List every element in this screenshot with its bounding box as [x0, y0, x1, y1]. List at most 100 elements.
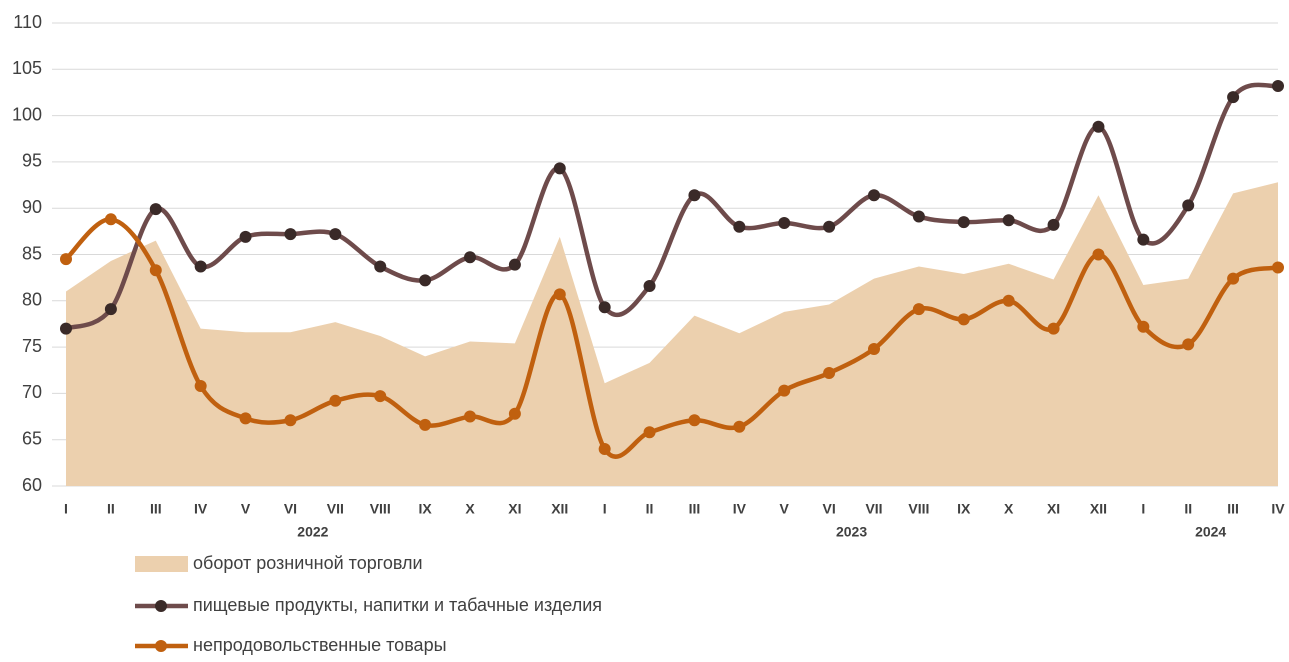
x-tick-label: IX [418, 501, 432, 517]
marker [374, 390, 387, 403]
marker [1227, 272, 1240, 285]
x-tick-label: I [603, 501, 607, 517]
x-tick-label: VII [865, 501, 882, 517]
legend-marker [155, 640, 167, 652]
marker [778, 384, 791, 397]
year-label: 2024 [1195, 524, 1226, 540]
marker [823, 220, 836, 233]
x-tick-label: III [1227, 501, 1239, 517]
marker [957, 216, 970, 229]
marker [374, 260, 387, 273]
y-tick-label: 95 [22, 151, 42, 171]
marker [1137, 320, 1150, 333]
y-tick-label: 65 [22, 428, 42, 448]
y-tick-label: 90 [22, 197, 42, 217]
legend-label: пищевые продукты, напитки и табачные изд… [193, 595, 602, 615]
marker [508, 407, 521, 420]
y-tick-label: 85 [22, 243, 42, 263]
line [65, 82, 1279, 331]
marker [1047, 218, 1060, 231]
x-tick-label: IX [957, 501, 971, 517]
marker [912, 303, 925, 316]
marker [1002, 294, 1015, 307]
marker [329, 228, 342, 241]
marker [464, 410, 476, 423]
marker [104, 213, 117, 226]
legend-label: непродовольственные товары [193, 635, 447, 655]
marker [284, 228, 297, 241]
marker [60, 322, 72, 335]
marker [1092, 120, 1105, 133]
legend-label: оборот розничной торговли [193, 553, 423, 573]
marker [598, 301, 611, 314]
marker [149, 203, 162, 216]
marker [508, 258, 521, 271]
marker [419, 274, 432, 287]
marker [419, 418, 432, 431]
x-tick-label: XII [1090, 501, 1107, 517]
marker [823, 367, 836, 380]
marker [643, 426, 656, 439]
marker [1047, 322, 1060, 335]
legend-swatch [135, 556, 188, 572]
marker [912, 210, 925, 223]
marker [149, 264, 162, 277]
y-tick-label: 75 [22, 336, 42, 356]
y-tick-label: 70 [22, 382, 42, 402]
marker [643, 279, 656, 292]
marker [688, 189, 701, 202]
x-tick-label: I [1141, 501, 1145, 517]
legend-marker [155, 600, 167, 612]
x-tick-label: XII [551, 501, 568, 517]
x-tick-label: VII [327, 501, 344, 517]
marker [1272, 79, 1284, 92]
x-tick-label: V [241, 501, 251, 517]
marker [733, 220, 746, 233]
x-tick-label: VI [284, 501, 297, 517]
x-tick-label: III [689, 501, 701, 517]
x-tick-label: III [150, 501, 162, 517]
marker [329, 394, 342, 407]
marker [598, 442, 611, 455]
marker [284, 414, 297, 427]
x-tick-label: IV [733, 501, 747, 517]
year-label: 2023 [836, 524, 867, 540]
y-tick-label: 60 [22, 475, 42, 495]
marker [868, 189, 880, 202]
x-tick-label: X [465, 501, 475, 517]
x-tick-label: VI [822, 501, 835, 517]
y-tick-label: 80 [22, 290, 42, 310]
marker [957, 313, 970, 326]
marker [1092, 248, 1105, 261]
area [66, 182, 1278, 486]
marker [733, 420, 746, 433]
x-tick-label: II [1184, 501, 1192, 517]
x-tick-label: IV [194, 501, 208, 517]
marker [194, 379, 207, 392]
marker [553, 288, 566, 301]
marker [1182, 338, 1195, 351]
marker [104, 303, 117, 316]
x-tick-label: I [64, 501, 68, 517]
y-tick-label: 100 [12, 104, 42, 124]
marker [194, 260, 207, 273]
marker [1272, 261, 1284, 274]
x-tick-label: II [646, 501, 654, 517]
year-label: 2022 [297, 524, 328, 540]
marker [688, 414, 701, 427]
marker [868, 342, 880, 355]
x-tick-label: VIII [908, 501, 929, 517]
marker [1182, 199, 1195, 212]
marker [60, 253, 72, 266]
y-tick-label: 110 [13, 12, 42, 32]
x-tick-label: XI [1047, 501, 1060, 517]
x-tick-label: X [1004, 501, 1014, 517]
marker [1002, 214, 1015, 227]
marker [1137, 233, 1150, 246]
x-tick-label: II [107, 501, 115, 517]
x-tick-label: V [780, 501, 790, 517]
x-tick-label: IV [1271, 501, 1285, 517]
marker [239, 412, 252, 425]
marker [239, 230, 252, 243]
